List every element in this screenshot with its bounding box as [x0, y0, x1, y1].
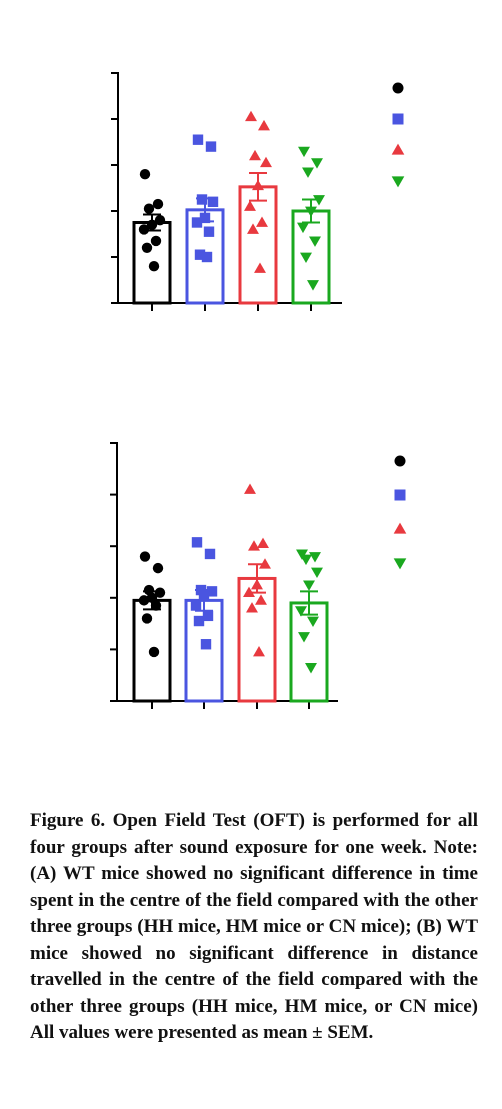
data-point-hh	[199, 212, 211, 224]
data-point-hm	[256, 216, 268, 227]
data-point-cn	[305, 206, 317, 217]
triangle-down-marker-icon	[391, 176, 405, 188]
circle-marker-icon	[394, 455, 406, 467]
data-point-hm	[248, 540, 260, 551]
data-point-wt	[138, 224, 150, 235]
data-point-wt	[154, 215, 166, 226]
data-point-wt	[141, 242, 153, 253]
data-point-cn	[302, 167, 314, 178]
data-point-wt	[152, 198, 164, 210]
data-point-hm	[253, 646, 265, 657]
data-point-hm	[252, 179, 264, 191]
data-point-cn	[309, 552, 321, 563]
data-point-wt	[139, 551, 151, 562]
data-point-hh	[206, 586, 218, 597]
data-point-wt	[138, 595, 150, 606]
data-point-hh	[198, 590, 210, 601]
data-point-hh	[196, 194, 208, 205]
data-point-hm	[245, 110, 257, 122]
data-point-cn	[311, 158, 323, 169]
data-point-hh	[207, 196, 219, 207]
data-point-hm	[255, 594, 267, 605]
data-point-hh	[202, 610, 214, 622]
data-point-cn	[300, 252, 312, 263]
chart-panel-b	[110, 442, 407, 709]
data-point-hm	[260, 156, 272, 168]
triangle-down-marker-icon	[393, 558, 407, 570]
data-point-hm	[257, 537, 269, 549]
data-point-wt	[152, 562, 164, 574]
data-point-hh	[205, 141, 217, 152]
data-point-cn	[295, 606, 307, 617]
data-point-hh	[204, 548, 216, 560]
data-point-wt	[150, 235, 162, 247]
data-point-hh	[203, 226, 215, 237]
data-point-hm	[244, 200, 256, 211]
data-point-cn	[298, 146, 310, 158]
data-point-wt	[141, 613, 153, 624]
data-point-cn	[307, 616, 319, 627]
data-point-cn	[309, 236, 321, 247]
data-point-wt	[148, 646, 160, 658]
data-point-cn	[300, 554, 312, 566]
data-point-hh	[194, 249, 206, 260]
data-point-wt	[146, 219, 158, 230]
data-point-wt	[143, 203, 155, 214]
data-point-hm	[249, 149, 261, 161]
data-point-hh	[191, 537, 203, 548]
circle-marker-icon	[392, 82, 404, 94]
data-point-hh	[201, 251, 213, 263]
data-point-cn	[307, 280, 319, 291]
data-point-wt	[139, 169, 151, 180]
data-point-cn	[311, 567, 323, 578]
data-point-cn	[297, 222, 309, 234]
data-point-hm	[254, 262, 266, 273]
data-point-hm	[246, 602, 258, 613]
data-point-hm	[243, 586, 255, 598]
bar-hm	[238, 185, 278, 305]
data-point-hm	[259, 558, 271, 569]
data-point-cn	[303, 580, 315, 591]
data-point-cn	[298, 632, 310, 643]
data-point-cn	[313, 195, 325, 206]
chart-panel-a	[111, 72, 405, 311]
data-point-cn	[305, 663, 317, 674]
data-point-wt	[150, 600, 162, 611]
triangle-up-marker-icon	[391, 143, 405, 155]
data-point-hh	[191, 217, 203, 228]
data-point-hm	[247, 223, 259, 234]
square-marker-icon	[392, 113, 404, 125]
data-point-wt	[146, 592, 158, 603]
data-point-hm	[251, 578, 263, 590]
data-point-hh	[200, 639, 212, 650]
data-point-hm	[258, 119, 270, 131]
data-point-hh	[193, 615, 205, 627]
data-point-hm	[244, 483, 256, 494]
triangle-up-marker-icon	[393, 522, 407, 534]
data-point-wt	[154, 587, 166, 598]
data-point-hh	[190, 600, 202, 611]
square-marker-icon	[394, 489, 406, 501]
data-point-hh	[192, 134, 204, 145]
figure-caption: Figure 6. Open Field Test (OFT) is perfo…	[30, 810, 478, 1043]
data-point-wt	[148, 261, 160, 272]
